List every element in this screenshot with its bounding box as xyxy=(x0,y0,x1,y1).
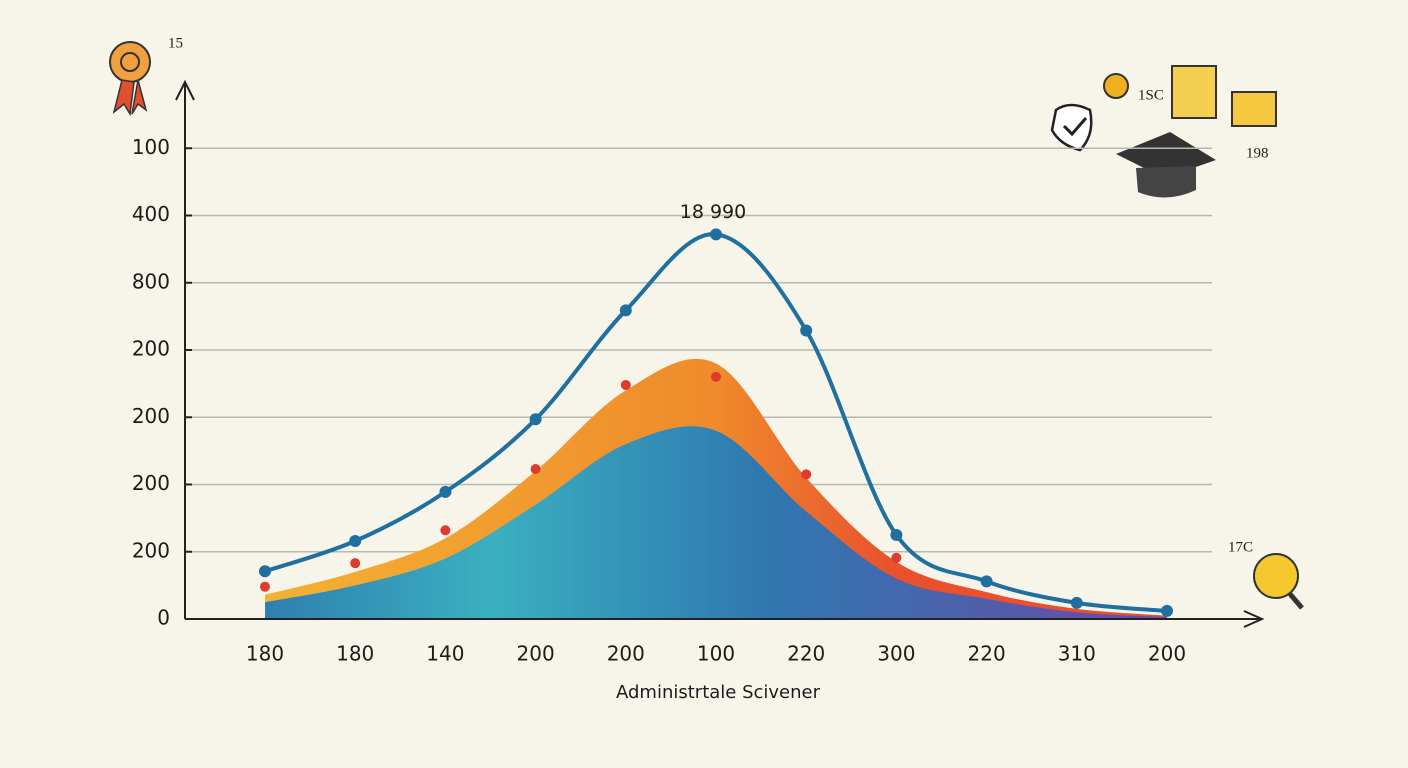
y-tick-label: 200 xyxy=(132,538,170,562)
note-icon xyxy=(1171,65,1217,119)
point xyxy=(1070,596,1083,609)
magnifier-handle xyxy=(1288,592,1304,610)
clock-icon xyxy=(1103,73,1129,99)
magnifier-icon xyxy=(1253,553,1299,599)
y-tick-label: 200 xyxy=(132,471,170,495)
point xyxy=(710,228,722,241)
x-tick-label: 200 xyxy=(1148,642,1186,666)
x-axis-label: Administrtale Scivener xyxy=(616,682,821,703)
x-tick-label: 140 xyxy=(426,642,464,666)
x-tick-label: 300 xyxy=(877,642,915,666)
x-tick-label: 220 xyxy=(968,642,1006,666)
point xyxy=(890,528,903,541)
point xyxy=(530,464,541,475)
point xyxy=(1161,604,1173,617)
x-tick-label: 180 xyxy=(246,642,284,666)
check-bubble xyxy=(1050,103,1093,152)
check-mark xyxy=(1062,117,1088,137)
x-tick-label: 100 xyxy=(697,642,735,666)
point xyxy=(440,525,451,536)
x-tick-label: 200 xyxy=(607,642,645,666)
badge-icon xyxy=(109,41,151,83)
point xyxy=(260,581,270,592)
corner-label: 198 xyxy=(1246,145,1269,161)
y-tick-label: 200 xyxy=(132,404,170,428)
annotation: 18 990 xyxy=(680,201,746,223)
corner-label: 1SC xyxy=(1138,87,1164,103)
point xyxy=(350,558,361,569)
badge-icon xyxy=(120,52,140,72)
y-tick-label: 100 xyxy=(132,135,170,159)
point xyxy=(711,371,721,382)
x-tick-label: 180 xyxy=(336,642,374,666)
ribbon-icon xyxy=(112,79,148,117)
point xyxy=(980,575,993,588)
point xyxy=(529,413,542,426)
point xyxy=(259,565,271,578)
y-axis-arrow xyxy=(175,79,195,101)
point xyxy=(891,552,902,563)
point xyxy=(619,304,632,317)
x-tick-label: 220 xyxy=(787,642,825,666)
cap-icon xyxy=(1136,166,1196,198)
area xyxy=(265,426,1167,619)
point xyxy=(349,534,362,547)
folder-icon xyxy=(1231,91,1277,127)
y-tick-label: 400 xyxy=(132,202,170,226)
y-tick-label: 0 xyxy=(157,606,170,630)
plot xyxy=(259,228,1173,619)
corner-label: 15 xyxy=(168,35,183,51)
y-tick-label: 800 xyxy=(132,269,170,293)
point xyxy=(800,324,813,337)
y-tick-label: 200 xyxy=(132,337,170,361)
point xyxy=(620,379,631,390)
decorations xyxy=(109,41,1304,610)
x-axis-arrow xyxy=(1243,610,1265,628)
point xyxy=(439,485,452,498)
corner-label: 17C xyxy=(1228,539,1253,555)
point xyxy=(801,469,812,480)
x-tick-label: 310 xyxy=(1058,642,1096,666)
x-tick-label: 200 xyxy=(517,642,555,666)
